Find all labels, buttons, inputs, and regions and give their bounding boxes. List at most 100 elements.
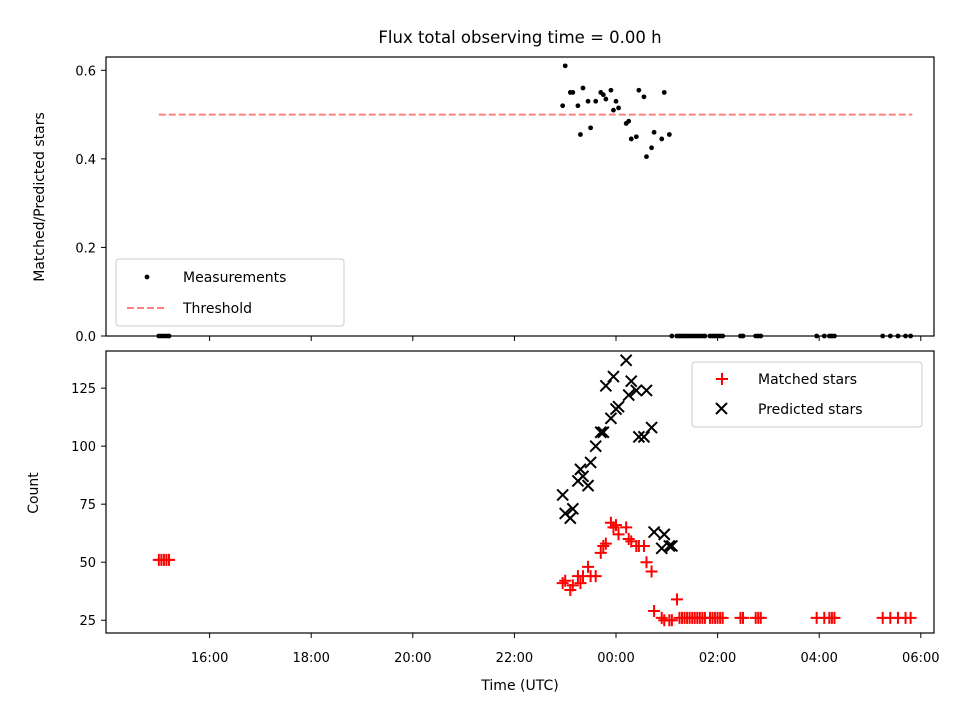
predicted-stars-point xyxy=(607,370,620,383)
predicted-stars-point xyxy=(665,539,679,553)
legend-threshold-label: Threshold xyxy=(182,301,252,317)
predicted-stars-point xyxy=(625,374,638,388)
x-tick-label: 16:00 xyxy=(191,651,228,666)
measurement-point xyxy=(641,94,647,100)
measurement-point xyxy=(585,98,591,104)
axes-layer: 16:00 18:00 20:00 22:00 00:00 02:00 04:00 06:00… xyxy=(71,64,939,666)
measurement-point xyxy=(740,333,746,339)
x-tick-label: 00:00 xyxy=(597,651,634,666)
matched-stars-point xyxy=(566,579,579,592)
measurement-point xyxy=(644,154,649,160)
measurement-point xyxy=(895,333,901,339)
bottom-y-tick-label: 125 xyxy=(71,382,96,397)
measurement-point xyxy=(651,129,657,135)
matched-stars-point xyxy=(589,570,602,583)
measurement-point xyxy=(666,132,672,137)
matched-stars-point xyxy=(828,611,841,624)
predicted-stars-point xyxy=(566,502,580,516)
x-tick-label: 18:00 xyxy=(292,651,329,666)
measurement-point xyxy=(636,87,642,93)
predicted-stars-point xyxy=(612,400,625,413)
measurement-point xyxy=(611,107,616,113)
predicted-stars-point xyxy=(630,384,643,397)
top-plot-frame xyxy=(105,56,935,337)
measurement-point xyxy=(669,333,675,339)
measurement-point xyxy=(814,333,820,339)
matched-stars-point xyxy=(612,528,625,541)
matched-stars-point xyxy=(655,611,668,624)
matched-stars-point xyxy=(716,611,729,624)
predicted-stars-point xyxy=(594,426,607,439)
measurement-point xyxy=(832,333,837,339)
matched-stars-point xyxy=(574,577,587,590)
matched-stars-point xyxy=(162,553,175,566)
measurement-point xyxy=(720,333,726,339)
measurement-point xyxy=(578,132,583,137)
predicted-stars-point xyxy=(564,511,577,525)
x-tick-label: 02:00 xyxy=(699,651,736,666)
predicted-stars-point xyxy=(655,542,668,555)
bottom-marks xyxy=(152,354,917,627)
measurement-point xyxy=(166,333,172,339)
legend-measurements-label: Measurements xyxy=(183,270,286,286)
measurement-point xyxy=(562,63,568,69)
measurement-point xyxy=(633,134,639,140)
matched-stars-point xyxy=(637,539,650,552)
chart-title: Flux total observing time = 0.00 h xyxy=(378,28,661,47)
measurement-point xyxy=(649,145,654,151)
x-tick-label: 22:00 xyxy=(496,651,533,666)
predicted-stars-point xyxy=(663,539,676,553)
measurement-point xyxy=(659,136,665,142)
predicted-stars-point xyxy=(604,412,618,425)
measurement-point xyxy=(593,98,599,104)
predicted-stars-point xyxy=(574,463,587,476)
predicted-stars-point xyxy=(647,525,661,539)
matched-stars-point xyxy=(640,556,653,569)
matched-stars-point xyxy=(620,521,633,534)
measurement-point xyxy=(603,96,609,102)
top-marks xyxy=(156,63,914,339)
matched-stars-point xyxy=(582,560,595,573)
measurement-point xyxy=(608,87,614,93)
x-tick-label: 20:00 xyxy=(394,651,431,666)
measurement-point xyxy=(560,103,566,109)
predicted-stars-point xyxy=(640,384,653,397)
matched-stars-point xyxy=(737,611,750,624)
x-tick-label: 04:00 xyxy=(800,651,837,666)
legend-measurements-marker xyxy=(144,274,150,280)
predicted-stars-point xyxy=(597,426,610,439)
measurement-point xyxy=(903,333,908,339)
bottom-legend-box xyxy=(691,361,923,428)
top-y-tick-label: 0.2 xyxy=(75,241,96,256)
measurement-point xyxy=(575,103,581,109)
matched-stars-point xyxy=(754,611,767,624)
measurement-point xyxy=(821,333,827,339)
predicted-stars-point xyxy=(658,528,671,541)
top-y-tick-label: 0.0 xyxy=(75,330,96,345)
matched-stars-point xyxy=(670,593,683,606)
measurement-point xyxy=(580,85,586,91)
predicted-stars-point xyxy=(619,354,633,367)
predicted-stars-point xyxy=(632,430,646,444)
x-tick-label: 06:00 xyxy=(902,651,939,666)
matched-stars-point xyxy=(556,577,569,590)
matched-stars-point xyxy=(648,604,661,617)
legend-predicted-label: Predicted stars xyxy=(758,402,863,418)
measurement-point xyxy=(908,333,914,339)
measurement-point xyxy=(616,105,621,111)
measurement-point xyxy=(887,333,893,339)
top-y-tick-label: 0.4 xyxy=(75,153,96,168)
bottom-y-axis-label: Count xyxy=(26,472,42,514)
predicted-stars-point xyxy=(645,421,658,434)
measurement-point xyxy=(758,333,764,339)
measurement-point xyxy=(880,333,886,339)
top-y-tick-label: 0.6 xyxy=(75,64,96,79)
bottom-y-tick-label: 75 xyxy=(79,498,96,513)
matched-stars-point xyxy=(559,574,572,587)
predicted-stars-point xyxy=(581,479,595,492)
measurement-point xyxy=(588,125,594,131)
predicted-stars-point xyxy=(584,456,597,469)
matched-stars-point xyxy=(645,565,658,578)
matched-stars-point xyxy=(622,533,635,545)
